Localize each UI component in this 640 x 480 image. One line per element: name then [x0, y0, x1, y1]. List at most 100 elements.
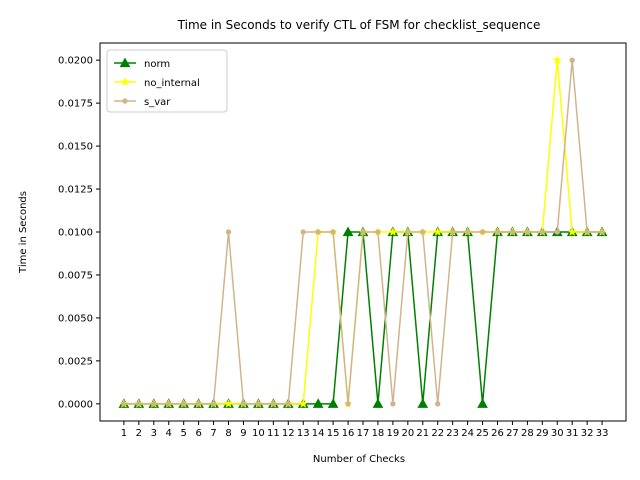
x-tick-label: 21 — [416, 428, 429, 439]
x-tick-label: 24 — [461, 428, 474, 439]
legend-box — [106, 49, 228, 113]
data-point — [420, 229, 426, 235]
data-point — [464, 229, 471, 235]
x-tick-label: 30 — [551, 428, 564, 439]
legend-marker — [120, 77, 130, 86]
data-point — [342, 226, 354, 237]
legend-marker — [119, 57, 131, 68]
x-tick-label: 15 — [327, 428, 340, 439]
data-point — [372, 398, 384, 408]
x-tick-label: 3 — [151, 428, 157, 439]
chart-title: Time in Seconds to verify CTL of FSM for… — [177, 18, 541, 32]
data-point — [375, 229, 381, 235]
data-point — [195, 401, 202, 407]
data-point — [449, 229, 456, 235]
data-point — [479, 229, 486, 235]
x-tick-label: 13 — [297, 428, 310, 439]
series-norm — [118, 226, 608, 408]
series-line — [123, 231, 603, 405]
legend-label: s_var — [144, 97, 171, 108]
x-tick-label: 17 — [357, 428, 370, 439]
y-tick-label: 0.0100 — [58, 228, 93, 239]
x-tick-label: 5 — [180, 428, 186, 439]
data-point — [552, 55, 562, 65]
legend-label: no_internal — [144, 78, 200, 89]
data-point — [567, 227, 577, 236]
y-tick-label: 0.0200 — [58, 56, 93, 67]
data-point — [390, 401, 396, 407]
data-point — [151, 401, 157, 407]
data-point — [223, 398, 234, 408]
data-point — [315, 229, 321, 235]
x-tick-label: 2 — [136, 428, 142, 439]
data-point — [524, 229, 531, 235]
data-point — [225, 229, 232, 235]
data-point — [345, 401, 351, 407]
data-point — [255, 401, 262, 407]
data-point — [509, 229, 516, 235]
x-tick-label: 23 — [446, 428, 459, 439]
legend-label: norm — [144, 59, 170, 70]
y-tick-label: 0.0075 — [58, 270, 93, 281]
data-point — [240, 401, 247, 407]
data-point — [584, 229, 590, 235]
data-point — [435, 401, 441, 407]
data-point — [285, 401, 291, 407]
x-tick-label: 14 — [312, 428, 325, 439]
data-point — [166, 401, 172, 407]
data-point — [477, 398, 488, 408]
data-point — [433, 227, 443, 236]
x-tick-label: 12 — [282, 428, 295, 439]
x-tick-label: 31 — [566, 428, 579, 439]
x-tick-label: 7 — [210, 428, 216, 439]
y-tick-label: 0.0175 — [58, 99, 93, 110]
plot-frame — [99, 42, 627, 422]
x-tick-label: 19 — [387, 428, 400, 439]
x-tick-label: 1 — [121, 428, 127, 439]
x-tick-label: 28 — [521, 428, 534, 439]
x-axis-label: Number of Checks — [313, 454, 405, 465]
x-tick-label: 8 — [225, 428, 231, 439]
x-tick-label: 29 — [536, 428, 549, 439]
data-point — [270, 401, 277, 407]
x-tick-label: 9 — [240, 428, 246, 439]
x-tick-label: 26 — [491, 428, 504, 439]
data-point — [180, 401, 187, 407]
data-point — [136, 401, 142, 407]
data-point — [327, 398, 339, 408]
data-point — [360, 229, 366, 235]
data-point — [388, 227, 398, 236]
y-tick-label: 0.0000 — [58, 399, 93, 410]
y-tick-label: 0.0125 — [58, 185, 93, 196]
x-tick-label: 33 — [596, 428, 609, 439]
y-tick-label: 0.0150 — [58, 142, 93, 153]
x-tick-label: 22 — [431, 428, 444, 439]
data-point — [494, 229, 501, 235]
data-point — [405, 229, 411, 235]
x-tick-label: 4 — [166, 428, 172, 439]
data-point — [569, 57, 575, 63]
data-point — [417, 398, 429, 408]
x-tick-label: 20 — [401, 428, 414, 439]
x-tick-label: 18 — [372, 428, 385, 439]
data-point — [330, 229, 336, 235]
series-s_var — [121, 57, 605, 407]
data-point — [539, 229, 546, 235]
data-point — [300, 229, 306, 235]
data-point — [121, 401, 127, 407]
x-tick-label: 10 — [252, 428, 265, 439]
y-tick-label: 0.0050 — [58, 313, 93, 324]
y-tick-label: 0.0025 — [58, 356, 93, 367]
x-tick-label: 6 — [195, 428, 201, 439]
data-point — [599, 229, 605, 235]
data-point — [312, 398, 324, 408]
x-tick-label: 27 — [506, 428, 519, 439]
legend-marker — [122, 98, 128, 104]
y-axis-label: Time in Seconds — [18, 191, 29, 274]
data-point — [210, 401, 217, 407]
data-point — [554, 229, 560, 235]
x-tick-label: 32 — [581, 428, 594, 439]
legend: norm no_internal s_var — [106, 49, 228, 113]
x-tick-label: 16 — [342, 428, 355, 439]
